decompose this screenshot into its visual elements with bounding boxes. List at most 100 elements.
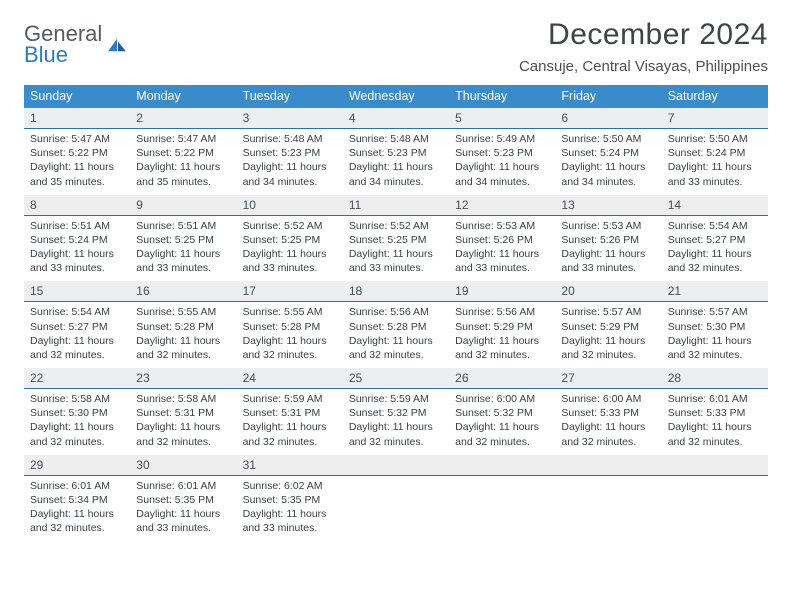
- day-line-d1: Daylight: 11 hours: [668, 420, 762, 434]
- day-line-d1: Daylight: 11 hours: [243, 247, 337, 261]
- day-line-sunset: Sunset: 5:27 PM: [30, 320, 124, 334]
- day-number: [662, 455, 768, 475]
- day-line-d2: and 32 minutes.: [136, 348, 230, 362]
- day-number: 28: [662, 368, 768, 388]
- day-line-sunset: Sunset: 5:31 PM: [243, 406, 337, 420]
- weekday-header: Friday: [555, 85, 661, 108]
- day-number: 6: [555, 108, 661, 128]
- day-cell: Sunrise: 5:54 AMSunset: 5:27 PMDaylight:…: [662, 216, 768, 282]
- day-line-d1: Daylight: 11 hours: [30, 160, 124, 174]
- day-number: 16: [130, 281, 236, 301]
- day-line-d1: Daylight: 11 hours: [349, 420, 443, 434]
- weekday-header-row: SundayMondayTuesdayWednesdayThursdayFrid…: [24, 85, 768, 108]
- day-line-sunrise: Sunrise: 5:48 AM: [243, 132, 337, 146]
- day-line-sunset: Sunset: 5:33 PM: [668, 406, 762, 420]
- day-line-d2: and 35 minutes.: [30, 175, 124, 189]
- day-cell: Sunrise: 5:50 AMSunset: 5:24 PMDaylight:…: [662, 129, 768, 195]
- day-line-d2: and 32 minutes.: [243, 348, 337, 362]
- day-line-sunset: Sunset: 5:22 PM: [136, 146, 230, 160]
- day-line-sunset: Sunset: 5:28 PM: [136, 320, 230, 334]
- day-line-d1: Daylight: 11 hours: [136, 247, 230, 261]
- day-line-d1: Daylight: 11 hours: [561, 420, 655, 434]
- day-line-sunrise: Sunrise: 5:55 AM: [136, 305, 230, 319]
- day-line-d2: and 33 minutes.: [136, 261, 230, 275]
- day-line-d2: and 33 minutes.: [136, 521, 230, 535]
- day-number: 17: [237, 281, 343, 301]
- day-line-sunrise: Sunrise: 5:52 AM: [243, 219, 337, 233]
- day-line-sunset: Sunset: 5:23 PM: [243, 146, 337, 160]
- day-line-sunset: Sunset: 5:30 PM: [668, 320, 762, 334]
- day-line-d1: Daylight: 11 hours: [243, 160, 337, 174]
- day-number: 23: [130, 368, 236, 388]
- day-line-d2: and 33 minutes.: [243, 521, 337, 535]
- day-line-d1: Daylight: 11 hours: [349, 247, 443, 261]
- weeks-container: 1234567Sunrise: 5:47 AMSunset: 5:22 PMDa…: [24, 108, 768, 541]
- day-content-row: Sunrise: 5:51 AMSunset: 5:24 PMDaylight:…: [24, 216, 768, 282]
- day-number-row: 15161718192021: [24, 281, 768, 302]
- day-number: 18: [343, 281, 449, 301]
- day-line-sunset: Sunset: 5:24 PM: [30, 233, 124, 247]
- day-line-d1: Daylight: 11 hours: [561, 160, 655, 174]
- day-number: 7: [662, 108, 768, 128]
- day-number: 3: [237, 108, 343, 128]
- day-line-sunrise: Sunrise: 5:56 AM: [455, 305, 549, 319]
- day-line-sunset: Sunset: 5:23 PM: [455, 146, 549, 160]
- day-line-sunrise: Sunrise: 5:55 AM: [243, 305, 337, 319]
- day-number: 15: [24, 281, 130, 301]
- day-line-sunrise: Sunrise: 6:00 AM: [561, 392, 655, 406]
- day-number-row: 22232425262728: [24, 368, 768, 389]
- day-cell: Sunrise: 5:50 AMSunset: 5:24 PMDaylight:…: [555, 129, 661, 195]
- day-line-d1: Daylight: 11 hours: [668, 334, 762, 348]
- day-number: 29: [24, 455, 130, 475]
- day-line-sunrise: Sunrise: 6:02 AM: [243, 479, 337, 493]
- day-number: 19: [449, 281, 555, 301]
- day-line-sunset: Sunset: 5:28 PM: [349, 320, 443, 334]
- day-line-d1: Daylight: 11 hours: [455, 247, 549, 261]
- day-line-sunrise: Sunrise: 5:57 AM: [561, 305, 655, 319]
- day-line-d1: Daylight: 11 hours: [243, 420, 337, 434]
- logo: General Blue: [24, 18, 128, 66]
- day-cell: Sunrise: 5:57 AMSunset: 5:29 PMDaylight:…: [555, 302, 661, 368]
- day-line-sunrise: Sunrise: 5:53 AM: [455, 219, 549, 233]
- day-line-sunrise: Sunrise: 5:58 AM: [30, 392, 124, 406]
- day-number: 9: [130, 195, 236, 215]
- day-line-sunrise: Sunrise: 5:51 AM: [30, 219, 124, 233]
- day-content-row: Sunrise: 5:47 AMSunset: 5:22 PMDaylight:…: [24, 129, 768, 195]
- day-number-row: 891011121314: [24, 195, 768, 216]
- day-line-d1: Daylight: 11 hours: [30, 247, 124, 261]
- header: General Blue December 2024 Cansuje, Cent…: [24, 18, 768, 75]
- day-line-d1: Daylight: 11 hours: [30, 420, 124, 434]
- day-number: [449, 455, 555, 475]
- day-line-sunset: Sunset: 5:33 PM: [561, 406, 655, 420]
- day-line-d1: Daylight: 11 hours: [561, 247, 655, 261]
- day-line-d1: Daylight: 11 hours: [349, 160, 443, 174]
- day-cell: Sunrise: 5:52 AMSunset: 5:25 PMDaylight:…: [237, 216, 343, 282]
- weekday-header: Tuesday: [237, 85, 343, 108]
- day-cell: Sunrise: 5:49 AMSunset: 5:23 PMDaylight:…: [449, 129, 555, 195]
- weekday-header: Wednesday: [343, 85, 449, 108]
- day-number: [555, 455, 661, 475]
- day-line-d1: Daylight: 11 hours: [136, 507, 230, 521]
- day-cell: Sunrise: 5:58 AMSunset: 5:30 PMDaylight:…: [24, 389, 130, 455]
- day-line-sunrise: Sunrise: 5:50 AM: [668, 132, 762, 146]
- day-cell: [449, 476, 555, 542]
- day-line-d2: and 32 minutes.: [668, 435, 762, 449]
- day-number: 20: [555, 281, 661, 301]
- day-line-sunset: Sunset: 5:32 PM: [349, 406, 443, 420]
- day-line-sunset: Sunset: 5:29 PM: [455, 320, 549, 334]
- day-cell: Sunrise: 5:56 AMSunset: 5:29 PMDaylight:…: [449, 302, 555, 368]
- day-number: 1: [24, 108, 130, 128]
- day-line-sunrise: Sunrise: 5:52 AM: [349, 219, 443, 233]
- day-cell: Sunrise: 6:01 AMSunset: 5:33 PMDaylight:…: [662, 389, 768, 455]
- day-number: 30: [130, 455, 236, 475]
- day-number: [343, 455, 449, 475]
- day-cell: Sunrise: 5:51 AMSunset: 5:24 PMDaylight:…: [24, 216, 130, 282]
- day-line-d2: and 34 minutes.: [349, 175, 443, 189]
- day-cell: Sunrise: 5:47 AMSunset: 5:22 PMDaylight:…: [24, 129, 130, 195]
- day-line-sunset: Sunset: 5:24 PM: [561, 146, 655, 160]
- day-line-sunrise: Sunrise: 6:01 AM: [30, 479, 124, 493]
- weekday-header: Sunday: [24, 85, 130, 108]
- day-line-sunrise: Sunrise: 5:54 AM: [668, 219, 762, 233]
- day-line-d2: and 34 minutes.: [243, 175, 337, 189]
- day-line-sunset: Sunset: 5:24 PM: [668, 146, 762, 160]
